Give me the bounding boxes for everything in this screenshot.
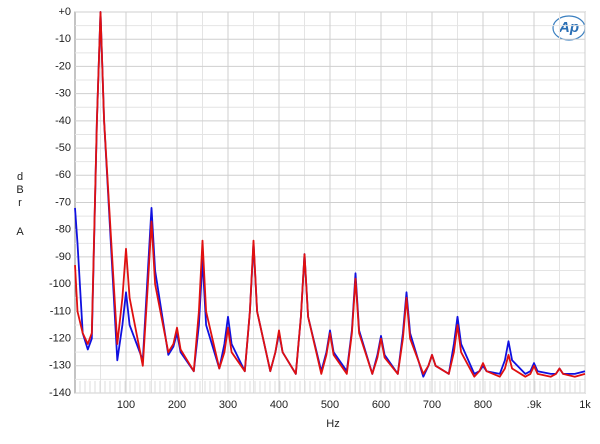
y-tick-label: +0 [58, 6, 71, 18]
x-tick-label: 400 [270, 399, 288, 411]
x-tick-label: .9k [527, 399, 542, 411]
y-tick-label: -100 [49, 278, 71, 290]
y-label-letter: A [16, 226, 24, 238]
y-tick-label: -110 [50, 305, 71, 317]
x-tick-label: 800 [474, 399, 492, 411]
logo-text: Ap [558, 19, 579, 36]
series-line [74, 11, 586, 378]
x-tick-label: 200 [168, 399, 186, 411]
x-tick-label: 300 [219, 399, 237, 411]
x-axis-label: Hz [326, 418, 339, 430]
y-tick-label: -140 [49, 387, 71, 399]
y-tick-label: -50 [55, 142, 71, 154]
y-tick-label: -10 [55, 33, 71, 45]
x-tick-label: 600 [372, 399, 390, 411]
x-tick-label: 100 [117, 399, 135, 411]
y-label-letter: r [18, 197, 22, 209]
y-tick-label: -20 [55, 60, 71, 72]
y-tick-label: -30 [55, 88, 71, 100]
y-tick-label: -70 [55, 196, 71, 208]
x-tick-label: 700 [423, 399, 441, 411]
x-tick-label: 500 [321, 399, 339, 411]
y-tick-label: -90 [55, 251, 71, 263]
y-label-letter: d [17, 171, 23, 183]
y-label-letter: B [16, 184, 23, 196]
y-tick-label: -60 [55, 169, 71, 181]
y-tick-label: -130 [49, 360, 71, 372]
grid [75, 11, 586, 394]
x-tick-label: 1k [579, 399, 591, 411]
y-tick-label: -120 [49, 332, 71, 344]
y-tick-label: -80 [55, 224, 71, 236]
y-tick-label: -40 [55, 115, 71, 127]
